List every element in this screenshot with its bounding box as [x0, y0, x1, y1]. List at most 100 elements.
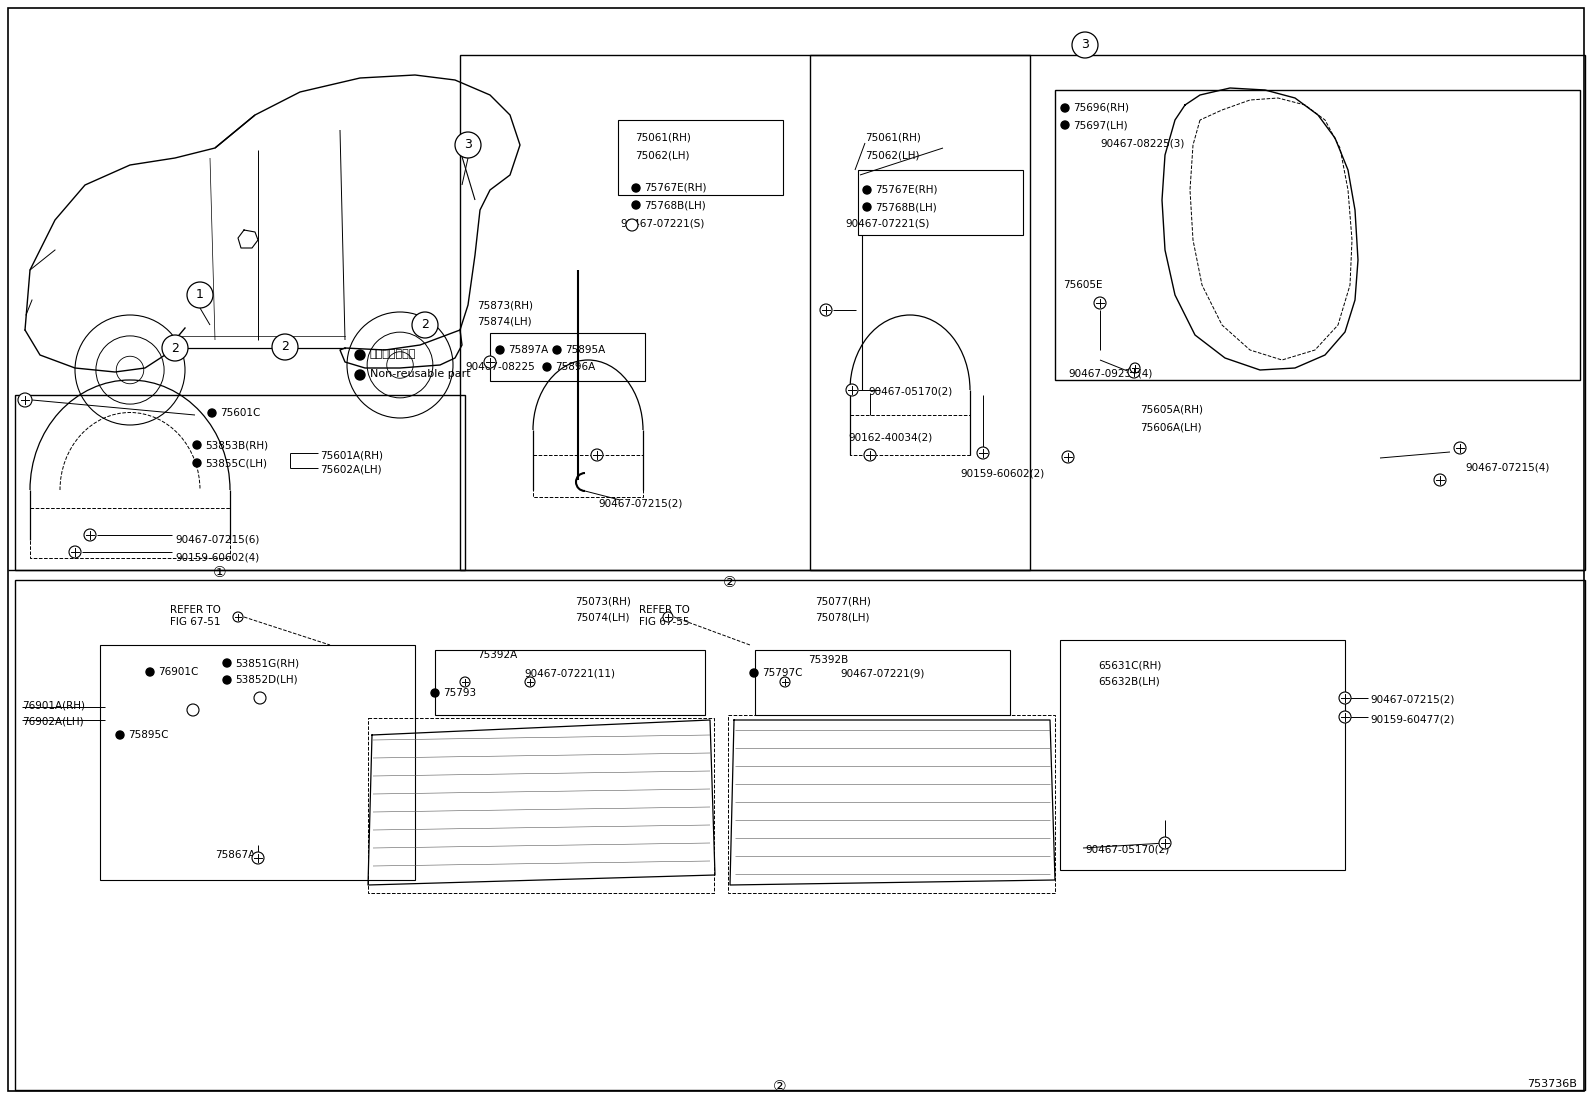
Text: 53852D(LH): 53852D(LH)	[236, 675, 298, 685]
Text: 75601A(RH): 75601A(RH)	[320, 449, 384, 460]
Circle shape	[1129, 366, 1140, 378]
Circle shape	[355, 349, 365, 360]
Circle shape	[1060, 104, 1068, 112]
Bar	[14, 580, 1586, 1090]
Text: 75895A: 75895A	[565, 345, 605, 355]
Text: 75392B: 75392B	[809, 655, 849, 665]
Text: 2: 2	[420, 319, 428, 332]
Text: 75061(RH): 75061(RH)	[635, 133, 691, 143]
Circle shape	[460, 677, 470, 687]
Circle shape	[820, 304, 833, 317]
Text: 75896A: 75896A	[556, 362, 595, 371]
Circle shape	[209, 409, 217, 417]
Text: 90467-07221(S): 90467-07221(S)	[845, 218, 930, 227]
Text: 90467-07215(2): 90467-07215(2)	[599, 498, 683, 508]
Bar	[755, 650, 1009, 715]
Text: 75061(RH): 75061(RH)	[864, 133, 920, 143]
Text: 90467-07221(9): 90467-07221(9)	[841, 668, 925, 678]
Text: 3: 3	[1081, 38, 1089, 52]
Text: 90467-05170(2): 90467-05170(2)	[1086, 845, 1169, 855]
Text: 75767E(RH): 75767E(RH)	[876, 185, 938, 195]
Text: 90159-60602(2): 90159-60602(2)	[960, 468, 1044, 478]
Text: 75867A: 75867A	[215, 850, 255, 861]
Circle shape	[543, 363, 551, 371]
Circle shape	[355, 370, 365, 380]
Circle shape	[780, 677, 790, 687]
Text: 75073(RH): 75073(RH)	[575, 596, 630, 606]
Bar	[435, 650, 705, 715]
Text: ①: ①	[213, 565, 226, 580]
Bar	[618, 120, 783, 195]
Circle shape	[193, 441, 201, 449]
Text: 75062(LH): 75062(LH)	[864, 149, 920, 160]
Circle shape	[552, 346, 560, 354]
Circle shape	[591, 449, 603, 460]
Text: 2: 2	[282, 341, 288, 354]
Circle shape	[18, 393, 32, 407]
Text: 90467-09232(4): 90467-09232(4)	[1068, 368, 1153, 378]
Text: 53853B(RH): 53853B(RH)	[205, 440, 267, 449]
Circle shape	[525, 677, 535, 687]
Text: 65631C(RH): 65631C(RH)	[1098, 660, 1162, 670]
Text: 75392A: 75392A	[478, 650, 517, 660]
Text: 2: 2	[170, 342, 178, 355]
Circle shape	[146, 668, 154, 676]
Circle shape	[223, 659, 231, 667]
Text: 再使用不可部品: 再使用不可部品	[369, 349, 417, 359]
Text: 65632B(LH): 65632B(LH)	[1098, 677, 1159, 687]
Text: 75768B(LH): 75768B(LH)	[645, 200, 705, 210]
Text: 75768B(LH): 75768B(LH)	[876, 202, 936, 212]
Text: 75601C: 75601C	[220, 408, 261, 418]
Text: 90159-60602(4): 90159-60602(4)	[175, 552, 259, 562]
Text: 90467-05170(2): 90467-05170(2)	[868, 387, 952, 397]
Text: 75602A(LH): 75602A(LH)	[320, 465, 382, 475]
Text: ②: ②	[723, 575, 737, 590]
Bar	[14, 395, 465, 570]
Circle shape	[1434, 474, 1446, 486]
Text: 75605E: 75605E	[1063, 280, 1103, 290]
Text: 1: 1	[196, 289, 204, 301]
Circle shape	[750, 669, 758, 677]
Circle shape	[632, 201, 640, 209]
Circle shape	[626, 219, 638, 231]
Text: 90467-07221(S): 90467-07221(S)	[619, 218, 704, 227]
Circle shape	[662, 612, 673, 622]
Text: 75874(LH): 75874(LH)	[478, 317, 532, 328]
Circle shape	[863, 203, 871, 211]
Circle shape	[193, 459, 201, 467]
Text: 53851G(RH): 53851G(RH)	[236, 658, 299, 668]
Circle shape	[252, 852, 264, 864]
Text: 75062(LH): 75062(LH)	[635, 149, 689, 160]
Text: 90162-40034(2): 90162-40034(2)	[849, 432, 933, 442]
Bar	[460, 55, 1030, 570]
Circle shape	[863, 186, 871, 195]
Circle shape	[232, 612, 244, 622]
Circle shape	[186, 282, 213, 308]
Circle shape	[977, 447, 989, 459]
Text: 3: 3	[463, 138, 471, 152]
Circle shape	[1062, 451, 1075, 463]
Text: 90467-07215(4): 90467-07215(4)	[1465, 462, 1549, 471]
Circle shape	[255, 692, 266, 704]
Text: 75605A(RH): 75605A(RH)	[1140, 406, 1204, 415]
Circle shape	[431, 689, 439, 697]
Circle shape	[484, 356, 497, 368]
Bar	[728, 715, 1055, 893]
Text: 75697(LH): 75697(LH)	[1073, 120, 1127, 130]
Text: 75074(LH): 75074(LH)	[575, 612, 629, 622]
Circle shape	[68, 546, 81, 558]
Text: 75897A: 75897A	[508, 345, 548, 355]
Text: 75078(LH): 75078(LH)	[815, 612, 869, 622]
Bar	[30, 508, 229, 558]
Text: 90467-07215(6): 90467-07215(6)	[175, 535, 259, 545]
Circle shape	[272, 334, 298, 360]
Text: 75077(RH): 75077(RH)	[815, 596, 871, 606]
Text: 75767E(RH): 75767E(RH)	[645, 184, 707, 193]
Text: 75895C: 75895C	[127, 730, 169, 740]
Text: 90467-07221(11): 90467-07221(11)	[524, 668, 615, 678]
Text: 90467-08225: 90467-08225	[465, 362, 535, 371]
Circle shape	[1094, 297, 1106, 309]
Bar	[1060, 640, 1345, 870]
Bar	[368, 718, 713, 893]
Circle shape	[1071, 32, 1098, 58]
